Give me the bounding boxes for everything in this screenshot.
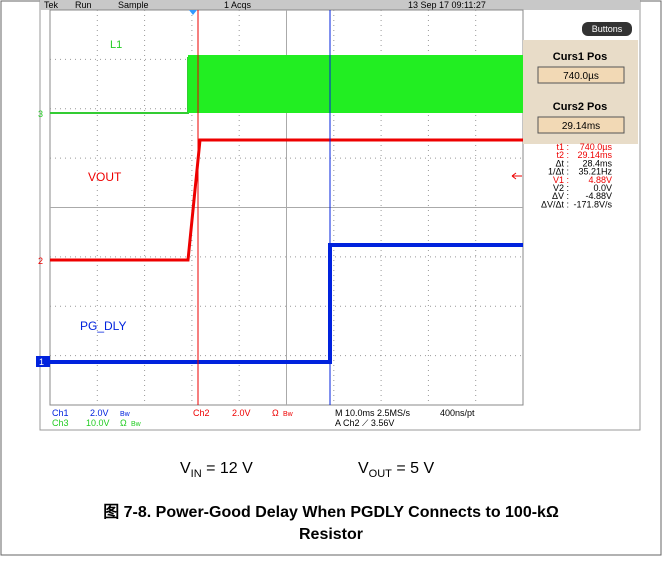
ch1: Ch1	[52, 408, 69, 418]
count: 1 Acqs	[224, 0, 252, 10]
caption-line1: 图 7-8. Power-Good Delay When PGDLY Conne…	[103, 503, 559, 521]
curs1-box[interactable]	[537, 66, 625, 84]
ch3-band	[188, 55, 523, 113]
ch3: Ch3	[52, 418, 69, 428]
ch2: Ch2	[193, 408, 210, 418]
curs2-title: Curs2 Pos	[553, 101, 607, 113]
vout: VOUT = 5 V	[358, 460, 434, 480]
readout-key: Δt :	[555, 158, 569, 168]
readout-value: -4.88V	[585, 191, 612, 201]
ch2-wave	[50, 138, 523, 262]
buttons-label: Buttons	[592, 24, 623, 34]
readout-key: V1 :	[553, 175, 569, 185]
readout-value: -171.8V/s	[573, 199, 612, 209]
readout-value: 28.4ms	[582, 158, 612, 168]
readout-key: 1/Δt :	[548, 167, 569, 177]
readout-value: 4.88V	[588, 175, 612, 185]
ch3-marker: 3	[38, 109, 43, 119]
vin-sub: IN	[191, 468, 202, 480]
curs2-box[interactable]	[537, 116, 625, 134]
ch1-marker-box	[36, 356, 50, 367]
readout-key: ΔV :	[552, 191, 569, 201]
caption-line2: Resistor	[299, 526, 363, 543]
timebase: M 10.0ms 2.5MS/s	[335, 408, 411, 418]
vin: VIN = 12 V	[180, 460, 253, 480]
status: Tek Run Sample 1 Acqs 13 Sep 17 09:11:27	[44, 0, 486, 10]
ch2-ohm: Ω	[272, 408, 279, 418]
curs2-value: 29.14ms	[562, 121, 600, 132]
curs1-value: 740.0µs	[563, 71, 599, 82]
readout-value: 29.14ms	[577, 150, 612, 160]
readout-value: 35.21Hz	[578, 167, 612, 177]
buttons[interactable]	[582, 22, 632, 36]
ch2-scale: 2.0V	[232, 408, 251, 418]
ch1-bw: Bw	[120, 411, 131, 418]
ch3-bw: Bw	[131, 421, 142, 428]
vout-label: VOUT	[88, 170, 122, 184]
ch1-marker: 1	[39, 357, 44, 367]
readout-key: ΔV/Δt :	[541, 199, 569, 209]
readout-key: t2 :	[556, 150, 569, 160]
pg-label: PG_DLY	[80, 319, 126, 333]
status-bar	[40, 0, 640, 10]
acq: Sample	[118, 0, 149, 10]
readout-key: V2 :	[553, 183, 569, 193]
rate: 400ns/pt	[440, 408, 475, 418]
l1-label: L1	[110, 39, 122, 51]
readout-key: t1 :	[556, 142, 569, 152]
ch2-bw: Bw	[283, 411, 294, 418]
ch2-marker: 2	[38, 256, 43, 266]
ch1-scale: 2.0V	[90, 408, 109, 418]
footer: Ch1 2.0V Bw Ch2 2.0V Ω Bw M 10.0ms 2.5MS…	[52, 408, 475, 428]
conditions: VIN = 12 V VOUT = 5 V	[180, 460, 434, 480]
trigger: A Ch2 ⟋ 3.56V	[335, 418, 394, 428]
trigger-level	[511, 172, 522, 180]
brand: Tek	[44, 0, 59, 10]
curs1-title: Curs1 Pos	[553, 51, 607, 63]
mode: Run	[75, 0, 92, 10]
vout-v: V	[358, 460, 369, 477]
vin-v: V	[180, 460, 191, 477]
trigger-marker	[189, 10, 197, 15]
vin-rest: = 12 V	[202, 460, 253, 477]
ch3-ohm: Ω	[120, 418, 127, 428]
vout-rest: = 5 V	[392, 460, 435, 477]
readout: t1 : 740.0µs t2 : 29.14ms Δt : 28.4ms 1/Δt : 35…	[541, 142, 613, 209]
vout-sub: OUT	[369, 468, 393, 480]
ch3-scale: 10.0V	[86, 418, 110, 428]
readout-value: 0.0V	[593, 183, 612, 193]
date: 13 Sep 17 09:11:27	[408, 0, 486, 10]
readout-value: 740.0µs	[580, 142, 613, 152]
